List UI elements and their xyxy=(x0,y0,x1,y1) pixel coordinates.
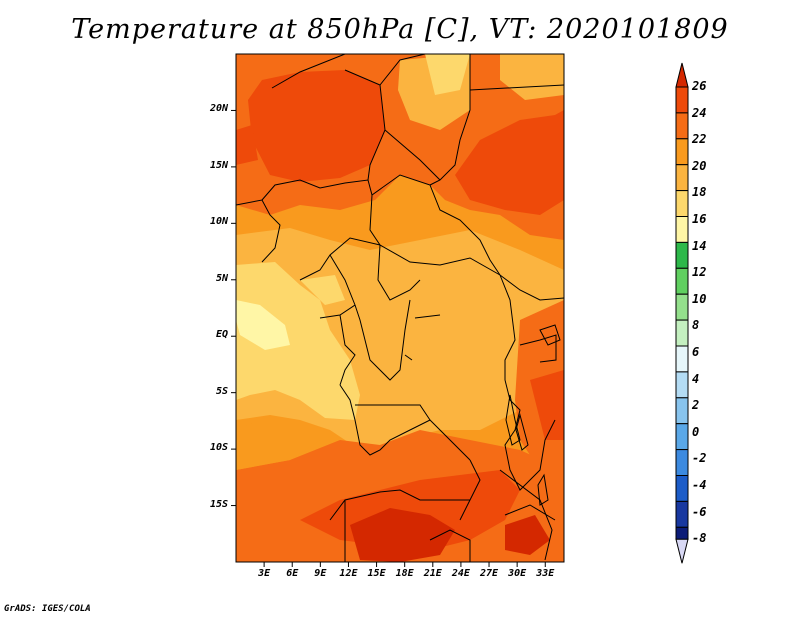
lat-tick-label: 5S xyxy=(215,385,228,397)
colorbar-level-label: 22 xyxy=(692,132,707,147)
colorbar-level-label: 24 xyxy=(692,105,707,120)
colorbar-swatch xyxy=(675,86,689,114)
colorbar-level-label: 6 xyxy=(692,345,700,360)
colorbar-swatch xyxy=(675,319,689,347)
lat-tick-label: 10S xyxy=(209,442,228,454)
colorbar-swatch xyxy=(675,216,689,243)
colorbar-bottom-triangle xyxy=(675,538,689,564)
colorbar-top-triangle xyxy=(675,62,689,88)
lat-tick-label: EQ xyxy=(215,329,228,341)
colorbar-level-label: -4 xyxy=(692,478,707,493)
colorbar-swatch xyxy=(675,500,689,528)
lon-tick-label: 15E xyxy=(367,568,386,579)
lat-tick-label: 10N xyxy=(209,216,228,228)
colorbar-swatch xyxy=(675,267,689,295)
map-frame xyxy=(235,53,565,563)
colorbar-level-label: 10 xyxy=(692,291,707,306)
colorbar-level-label: 0 xyxy=(692,424,700,439)
colorbar-swatch xyxy=(675,138,689,166)
colorbar-level-label: -6 xyxy=(692,504,707,519)
colorbar-swatch xyxy=(675,164,689,192)
axis-ticks xyxy=(231,109,546,567)
colorbar-level-label: 20 xyxy=(692,158,707,173)
colorbar-swatch xyxy=(675,293,689,321)
lat-tick-label: 20N xyxy=(209,103,228,115)
colorbar-level-label: 26 xyxy=(692,79,707,93)
colorbar-swatch xyxy=(675,423,689,451)
colorbar-level-label: 2 xyxy=(692,398,700,413)
lon-tick-label: 12E xyxy=(339,568,358,579)
colorbar-level-label: 4 xyxy=(692,371,700,386)
colorbar-swatch xyxy=(675,190,689,218)
lon-tick-label: 3E xyxy=(258,568,271,579)
colorbar-swatch xyxy=(675,397,689,425)
colorbar-swatch xyxy=(675,112,689,140)
grads-credit: GrADS: IGES/COLA xyxy=(4,604,91,614)
colorbar-swatch xyxy=(675,475,689,502)
lon-tick-label: 6E xyxy=(286,568,299,579)
lon-tick-label: 27E xyxy=(479,568,499,579)
country-borders xyxy=(236,54,564,562)
lakes xyxy=(404,314,561,506)
colorbar-swatch xyxy=(675,241,689,269)
lon-tick-label: 21E xyxy=(423,568,442,579)
lon-tick-label: 30E xyxy=(508,568,527,579)
colorbar-level-label: -2 xyxy=(692,451,707,466)
lat-tick-label: 15N xyxy=(209,159,228,171)
lat-tick-label: 15S xyxy=(209,498,228,510)
lon-tick-label: 24E xyxy=(451,568,470,579)
lat-tick-label: 5N xyxy=(215,272,228,284)
colorbar-level-label: -8 xyxy=(692,531,707,546)
temperature-field xyxy=(236,54,564,562)
lon-tick-label: 18E xyxy=(395,568,414,579)
colorbar-level-label: 16 xyxy=(692,212,707,227)
lon-tick-label: 9E xyxy=(314,568,327,579)
colorbar-level-label: 14 xyxy=(692,238,707,253)
colorbar-swatch xyxy=(675,345,689,373)
colorbar-level-label: 12 xyxy=(692,265,707,280)
lon-tick-label: 33E xyxy=(536,568,555,579)
colorbar-level-label: 18 xyxy=(692,185,707,200)
colorbar xyxy=(675,62,689,564)
colorbar-level-label: 8 xyxy=(692,318,700,333)
colorbar-swatch xyxy=(675,371,689,399)
colorbar-swatch xyxy=(675,526,689,540)
colorbar-swatch xyxy=(675,449,689,477)
map-title: Temperature at 850hPa [C], VT: 202010180… xyxy=(71,14,729,45)
